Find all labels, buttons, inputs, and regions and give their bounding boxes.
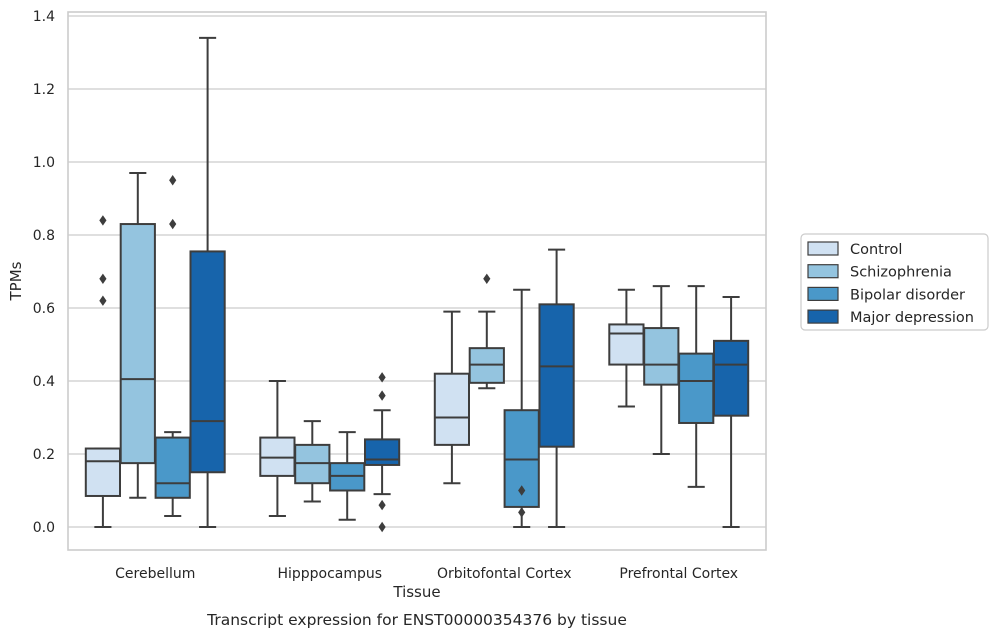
box-schizophrenia-cerebellum xyxy=(119,171,156,499)
legend-item: Bipolar disorder xyxy=(807,286,965,303)
y-tick-label: 1.0 xyxy=(33,155,55,171)
outlier-point xyxy=(518,485,526,496)
x-axis-title: Tissue xyxy=(392,583,440,601)
box-bipolar-disorder-cerebellum xyxy=(154,175,191,518)
outlier-point xyxy=(483,273,491,284)
iqr-box xyxy=(154,436,191,499)
legend-item: Control xyxy=(807,241,902,258)
box-bipolar-disorder-orbitofontal-cortex xyxy=(503,288,540,528)
legend-label: Control xyxy=(850,242,902,258)
legend-swatch xyxy=(807,264,839,279)
legend: Control Schizophrenia Bipolar disorder Majo… xyxy=(800,233,989,331)
outlier-point xyxy=(99,295,107,306)
iqr-box xyxy=(538,303,575,448)
outlier-point xyxy=(378,390,386,401)
y-tick-label: 1.4 xyxy=(33,9,55,25)
y-tick-labels: 0.0 0.2 0.4 0.6 0.8 1.0 1.2 1.4 xyxy=(33,9,55,536)
x-tick-label: Prefrontal Cortex xyxy=(619,566,738,582)
iqr-box xyxy=(678,352,715,424)
x-tick-labels: Cerebellum Hipppocampus Orbitofontal Corte… xyxy=(115,566,738,582)
y-tick-label: 0.4 xyxy=(33,374,55,390)
iqr-box xyxy=(643,327,680,386)
box-control-orbitofontal-cortex xyxy=(433,310,471,485)
iqr-box xyxy=(608,323,645,366)
iqr-box xyxy=(433,372,471,446)
outlier-point xyxy=(169,218,177,230)
legend-label: Bipolar disorder xyxy=(850,287,965,303)
box-control-hipppocampus xyxy=(259,380,296,518)
legend-swatch xyxy=(807,241,839,256)
legend-swatch xyxy=(807,309,839,324)
legend-label: Major depression xyxy=(850,310,974,326)
outlier-point xyxy=(99,215,107,226)
iqr-box xyxy=(363,438,401,466)
box-schizophrenia-prefrontal-cortex xyxy=(643,285,680,455)
box-control-prefrontal-cortex xyxy=(608,288,645,408)
box-schizophrenia-hipppocampus xyxy=(294,420,331,503)
y-tick-label: 0.2 xyxy=(33,447,55,463)
plot-frame xyxy=(67,11,767,551)
x-tick-label: Hipppocampus xyxy=(277,566,382,582)
legend-item: Major depression xyxy=(807,309,974,326)
box-control-cerebellum xyxy=(84,215,122,528)
outlier-point xyxy=(169,175,177,186)
x-tick-label: Orbitofontal Cortex xyxy=(437,566,572,582)
box-major-depression-cerebellum xyxy=(189,36,226,528)
outlier-point xyxy=(99,273,107,284)
box-bipolar-disorder-hipppocampus xyxy=(329,431,366,521)
box-schizophrenia-orbitofontal-cortex xyxy=(468,273,505,390)
iqr-box xyxy=(84,447,122,497)
legend-label: Schizophrenia xyxy=(850,265,952,281)
legend-item: Schizophrenia xyxy=(807,264,952,281)
y-tick-label: 0.8 xyxy=(33,228,55,244)
y-tick-label: 0.6 xyxy=(33,301,55,317)
outlier-point xyxy=(378,372,386,383)
y-axis-title: TPMs xyxy=(7,261,25,301)
y-tick-label: 1.2 xyxy=(33,82,55,98)
box-bipolar-disorder-prefrontal-cortex xyxy=(678,285,715,488)
iqr-box xyxy=(189,250,226,474)
y-tick-label: 0.0 xyxy=(33,520,55,536)
box-major-depression-hipppocampus xyxy=(363,372,401,533)
box-major-depression-prefrontal-cortex xyxy=(712,296,750,528)
legend-frame xyxy=(800,233,989,331)
legend-swatch xyxy=(807,286,839,301)
box-major-depression-orbitofontal-cortex xyxy=(538,248,575,528)
outlier-point xyxy=(378,521,386,533)
chart-caption: Transcript expression for ENST0000035437… xyxy=(206,611,627,629)
boxes-layer xyxy=(84,36,750,533)
outlier-point xyxy=(518,507,526,518)
iqr-box xyxy=(712,339,750,417)
x-tick-label: Cerebellum xyxy=(115,566,195,582)
iqr-box xyxy=(119,223,156,465)
outlier-point xyxy=(378,499,386,511)
